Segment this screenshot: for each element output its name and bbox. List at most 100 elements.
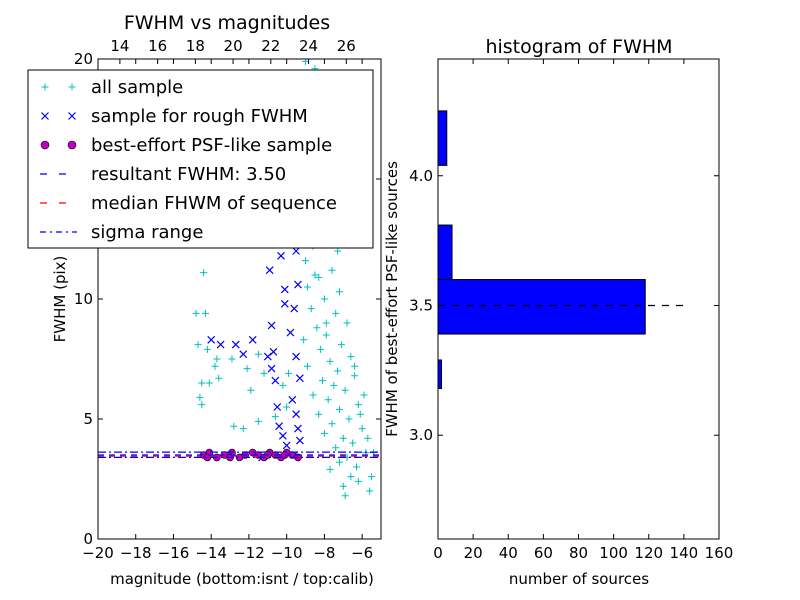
rough-fwhm-point: [269, 347, 278, 356]
legend-label: sigma range: [91, 222, 203, 243]
all-sample-point: [300, 336, 308, 344]
rough-fwhm-point: [280, 285, 289, 294]
all-sample-point: [328, 266, 336, 274]
scatter-top-tick-label: 20: [224, 37, 243, 55]
all-sample-point: [360, 391, 368, 399]
scatter-top-tick-label: 24: [299, 37, 318, 55]
rough-fwhm-point: [295, 374, 304, 383]
all-sample-point: [324, 396, 332, 404]
legend-marker-circle: [67, 140, 77, 150]
all-sample-point: [334, 247, 342, 255]
all-sample-point: [339, 434, 347, 442]
histogram-bar: [437, 279, 646, 335]
rough-fwhm-point: [239, 350, 248, 359]
legend-marker-x: [68, 112, 76, 120]
all-sample-point: [198, 379, 206, 387]
histogram-y-tick-label: 4.0: [409, 167, 433, 185]
scatter-title: FWHM vs magnitudes: [124, 12, 330, 34]
all-sample-point: [335, 405, 343, 413]
rough-fwhm-point: [295, 436, 304, 445]
all-sample-point: [339, 482, 347, 490]
scatter-top-tick-label: 26: [337, 37, 356, 55]
all-sample-point: [345, 415, 353, 423]
legend-marker-x: [41, 112, 49, 120]
scatter-x-tick-label: −16: [158, 544, 190, 562]
histogram-ticks: 0 20 40 60 80 100 120 140 160 3.0 3.5 4.0: [409, 59, 733, 562]
all-sample-point: [334, 367, 342, 375]
all-sample-point: [254, 350, 262, 358]
rough-fwhm-point: [292, 352, 301, 361]
histogram-title: histogram of FWHM: [485, 36, 672, 58]
all-sample-point: [330, 381, 338, 389]
all-sample-point: [317, 345, 325, 353]
rough-fwhm-point: [290, 304, 299, 313]
scatter-top-tick-label: 16: [148, 37, 167, 55]
all-sample-point: [271, 413, 279, 421]
all-sample-point: [354, 401, 362, 409]
all-sample-point: [322, 331, 330, 339]
histogram-x-tick-label: 40: [499, 544, 518, 562]
scatter-x-tick-label: −14: [195, 544, 227, 562]
scatter-y-tick-label: 0: [83, 530, 93, 548]
all-sample-point: [366, 487, 374, 495]
all-sample-point: [279, 381, 287, 389]
all-sample-point: [368, 473, 376, 481]
all-sample-point: [213, 355, 221, 363]
all-sample-point: [356, 410, 364, 418]
all-sample-point: [335, 288, 343, 296]
all-sample-point: [313, 324, 321, 332]
all-sample-point: [349, 439, 357, 447]
all-sample-point: [247, 386, 255, 394]
rough-fwhm-point: [267, 364, 276, 373]
rough-fwhm-point: [292, 410, 301, 419]
scatter-y-tick-label: 10: [74, 290, 93, 308]
rough-fwhm-point: [273, 403, 282, 411]
all-sample-point: [303, 283, 311, 291]
rough-fwhm-point: [263, 352, 272, 361]
all-sample-point: [315, 273, 323, 281]
legend-label: all sample: [91, 77, 183, 98]
rough-fwhm-point: [278, 431, 287, 440]
all-sample-point: [302, 257, 310, 265]
scatter-top-tick-label: 22: [261, 37, 280, 55]
all-sample-point: [198, 401, 206, 409]
scatter-y-tick-label: 5: [83, 410, 93, 428]
all-sample-point: [341, 492, 349, 500]
rough-fwhm-point: [248, 335, 257, 344]
all-sample-point: [260, 369, 268, 377]
histogram-x-tick-label: 80: [569, 544, 588, 562]
all-sample-point: [285, 369, 293, 377]
legend-marker-plus: [68, 83, 76, 91]
legend-marker-plus: [41, 83, 49, 91]
legend-label: median FHWM of sequence: [91, 193, 337, 214]
all-sample-point: [303, 362, 311, 370]
all-sample-point: [352, 463, 360, 471]
rough-fwhm-point: [280, 299, 289, 308]
all-sample-point: [354, 477, 362, 485]
scatter-x-tick-label: −12: [233, 544, 265, 562]
rough-fwhm-point: [265, 266, 274, 275]
all-sample-point: [351, 372, 359, 380]
all-sample-point: [283, 403, 291, 411]
histogram-x-tick-label: 160: [705, 544, 734, 562]
histogram-ylabel: FWHM of best-effort PSF-like sources: [383, 161, 401, 437]
histogram-x-tick-label: 0: [433, 544, 443, 562]
all-sample-point: [320, 429, 328, 437]
all-sample-point: [203, 345, 211, 353]
histogram-x-tick-label: 60: [534, 544, 553, 562]
histogram-y-tick-label: 3.5: [409, 296, 433, 314]
scatter-y-tick-label: 20: [74, 50, 93, 68]
all-sample-point: [326, 465, 334, 473]
histogram-x-tick-label: 120: [634, 544, 663, 562]
histogram-x-tick-label: 140: [670, 544, 699, 562]
scatter-x-tick-label: −18: [120, 544, 152, 562]
all-sample-point: [254, 417, 262, 425]
all-sample-point: [319, 377, 327, 385]
legend-label: resultant FWHM: 3.50: [91, 164, 286, 185]
scatter-x-tick-label: −8: [313, 544, 335, 562]
scatter-top-tick-label: 14: [110, 37, 129, 55]
all-sample-point: [315, 410, 323, 418]
histogram-panel: histogram of FWHM number of sources FWHM…: [383, 36, 733, 588]
scatter-x-tick-label: −20: [82, 544, 114, 562]
